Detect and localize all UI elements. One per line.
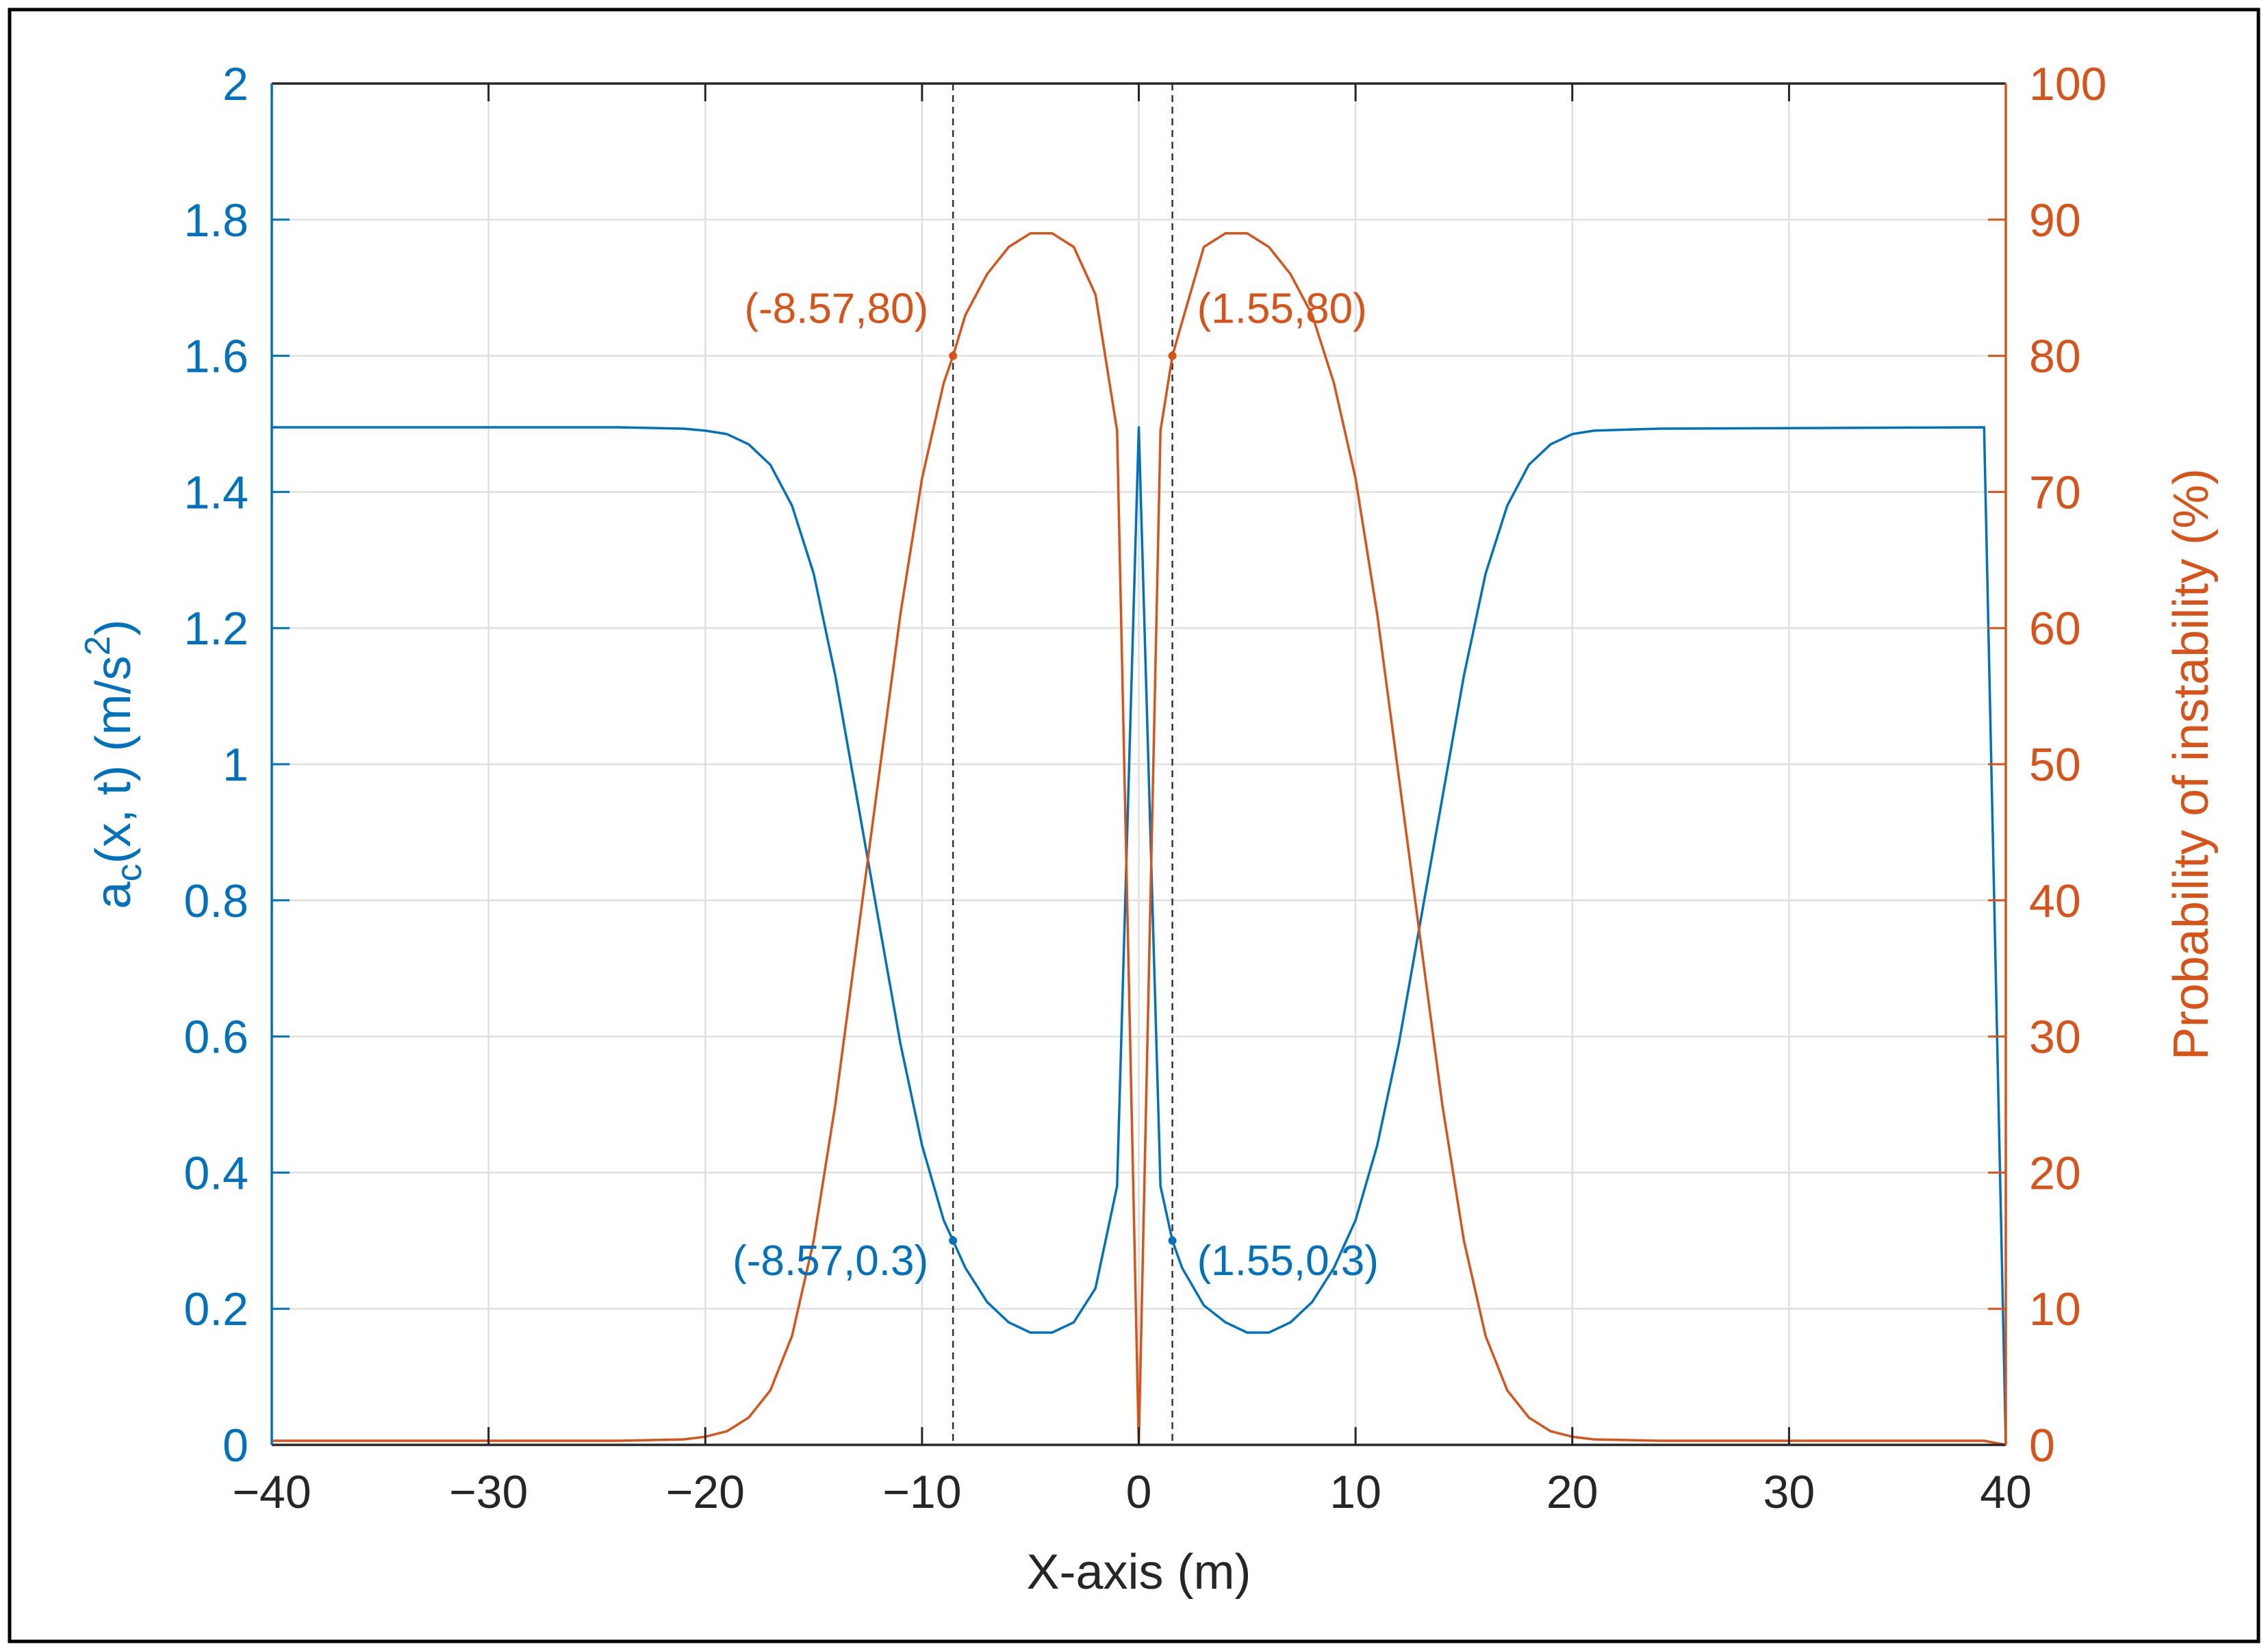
y-right-tick-label: 20 bbox=[2029, 1147, 2081, 1199]
annotation-marker bbox=[949, 1236, 958, 1245]
tick-labels: −40 −30 −20 −10 0 10 20 30 4000.20.40.60.811.21.… bbox=[183, 58, 2106, 1518]
x-tick-label: −30 bbox=[449, 1466, 528, 1518]
x-tick-label: −40 bbox=[232, 1466, 311, 1518]
annotation-label: (-8.57,80) bbox=[744, 286, 928, 333]
y-left-title-main: a bbox=[86, 881, 141, 909]
y-right-tick-label: 70 bbox=[2029, 466, 2081, 518]
series-lines bbox=[272, 231, 2007, 1446]
y-right-tick-label: 40 bbox=[2029, 875, 2081, 927]
y-left-tick-label: 0.2 bbox=[183, 1283, 249, 1335]
probability-series-line bbox=[272, 231, 2006, 1446]
x-tick-label: 10 bbox=[1329, 1466, 1381, 1518]
y-left-title-sup: 2 bbox=[78, 636, 118, 656]
grid bbox=[270, 82, 2007, 1446]
y-right-tick-label: 90 bbox=[2029, 194, 2081, 247]
y-right-tick-label: 0 bbox=[2029, 1420, 2055, 1472]
y-left-tick-label: 0.6 bbox=[183, 1011, 249, 1063]
annotation-marker bbox=[1168, 1236, 1177, 1245]
x-axis-title: X-axis (m) bbox=[1027, 1545, 1251, 1600]
acceleration-series-line bbox=[272, 426, 2007, 1446]
y-left-tick-label: 0.4 bbox=[183, 1147, 249, 1199]
y-left-tick-label: 0.8 bbox=[183, 875, 249, 927]
reference-lines bbox=[952, 84, 1173, 1445]
annotation-label: (1.55,0.3) bbox=[1197, 1237, 1379, 1285]
y-right-tick-label: 30 bbox=[2029, 1011, 2081, 1063]
y-right-tick-label: 10 bbox=[2029, 1283, 2081, 1335]
y-right-tick-label: 60 bbox=[2029, 603, 2081, 655]
annotation-label: (-8.57,0.3) bbox=[732, 1237, 928, 1285]
x-tick-label: −10 bbox=[882, 1466, 961, 1518]
y-left-tick-label: 0 bbox=[222, 1420, 249, 1472]
y-right-tick-label: 80 bbox=[2029, 331, 2081, 383]
x-tick-label: 20 bbox=[1546, 1466, 1598, 1518]
annotation-marker bbox=[949, 351, 958, 360]
y-left-axis-title: ac(x, t) (m/s2) bbox=[78, 620, 149, 909]
y-right-axis-title: Probability of instability (%) bbox=[2164, 468, 2219, 1060]
x-tick-label: 40 bbox=[1980, 1466, 2032, 1518]
y-left-title-rest: (x, t) (m/s bbox=[86, 655, 141, 864]
annotation-marker bbox=[1168, 351, 1177, 360]
y-right-tick-label: 50 bbox=[2029, 739, 2081, 791]
y-left-tick-label: 1.4 bbox=[183, 466, 249, 518]
y-left-title-end: ) bbox=[86, 620, 141, 636]
axes bbox=[270, 82, 2007, 1446]
annotation-markers bbox=[949, 351, 1177, 1245]
y-left-tick-label: 2 bbox=[222, 58, 249, 110]
x-tick-label: −20 bbox=[666, 1466, 745, 1518]
y-left-tick-label: 1.8 bbox=[183, 194, 249, 247]
annotations: (-8.57,80) (1.55,80) (-8.57,0.3) (1.55,0.3) bbox=[732, 286, 1379, 1285]
y-left-tick-label: 1.6 bbox=[183, 331, 249, 383]
x-tick-label: 30 bbox=[1763, 1466, 1815, 1518]
y-left-tick-label: 1.2 bbox=[183, 603, 249, 655]
y-left-title-sub: c bbox=[110, 864, 149, 881]
annotation-label: (1.55,80) bbox=[1197, 286, 1367, 333]
y-right-tick-label: 100 bbox=[2029, 58, 2106, 110]
y-left-tick-label: 1 bbox=[222, 739, 249, 791]
x-tick-label: 0 bbox=[1126, 1466, 1152, 1518]
